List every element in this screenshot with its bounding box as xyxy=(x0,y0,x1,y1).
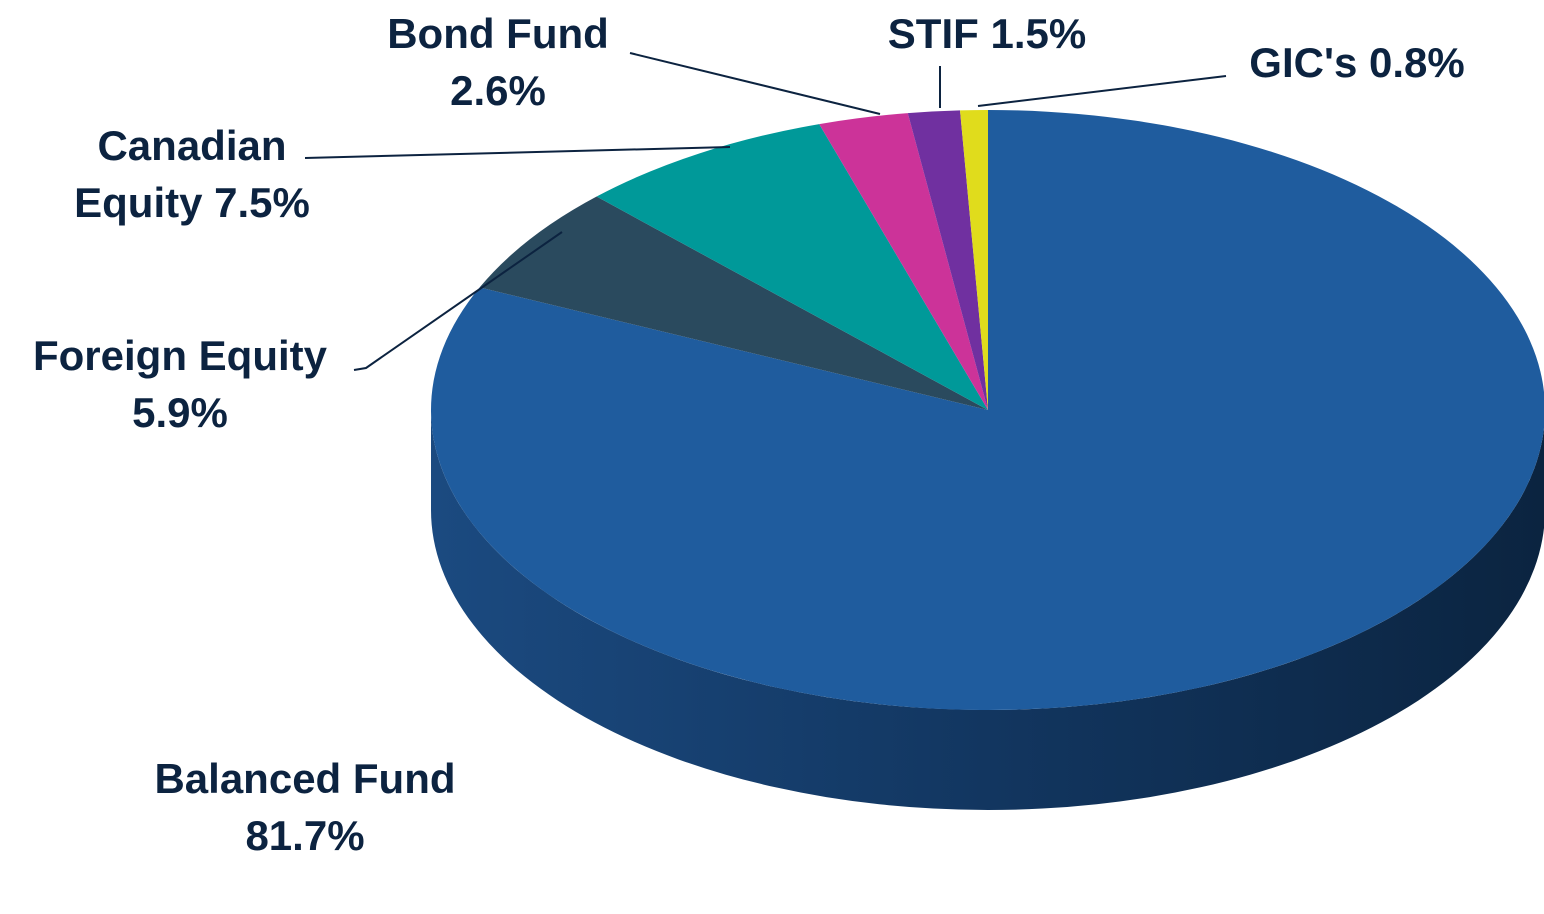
category-label: Balanced Fund xyxy=(154,755,456,802)
leader-line xyxy=(353,231,563,371)
value-label: 1.5% xyxy=(990,10,1087,57)
leader-line xyxy=(629,52,881,115)
slice-label: Bond Fund 2.6% xyxy=(358,5,638,119)
slice-label: Foreign Equity 5.9% xyxy=(5,327,355,441)
value-label: 81.7% xyxy=(245,812,365,859)
pie-side xyxy=(431,410,1544,810)
value-label: 0.8% xyxy=(1368,39,1465,86)
leader-line xyxy=(304,146,731,159)
category-label: Bond Fund xyxy=(387,10,609,57)
category-label: Foreign Equity xyxy=(33,332,327,379)
pie-slice xyxy=(596,124,988,410)
category-label: Canadian Equity xyxy=(74,122,287,226)
value-label: 2.6% xyxy=(450,67,546,114)
slice-label: GIC's 0.8% xyxy=(1197,34,1517,91)
value-label: 7.5% xyxy=(214,179,310,226)
value-label: 5.9% xyxy=(132,389,228,436)
pie-slice xyxy=(907,110,988,411)
slice-label: STIF 1.5% xyxy=(827,5,1147,62)
pie-slice xyxy=(479,196,988,410)
pie-slice xyxy=(819,113,988,410)
slice-label: Canadian Equity 7.5% xyxy=(57,117,327,231)
pie-slice xyxy=(960,110,988,410)
leader-line xyxy=(977,75,1227,107)
slice-label: Balanced Fund 81.7% xyxy=(120,750,490,864)
pie-slice xyxy=(431,110,1544,710)
category-label: GIC's xyxy=(1249,39,1358,86)
category-label: STIF xyxy=(887,10,979,57)
